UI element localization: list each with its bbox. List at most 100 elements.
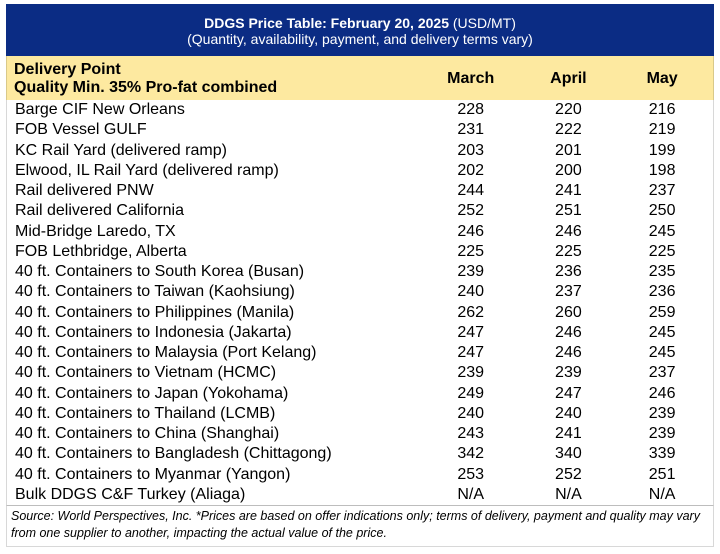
table-row: Barge CIF New Orleans 228 220 216 <box>7 100 713 120</box>
march-price-cell: 244 <box>457 182 485 200</box>
header-march: March <box>447 70 495 87</box>
march-price-cell: 247 <box>457 344 485 362</box>
march-price-cell: 262 <box>457 303 485 321</box>
header-april: April <box>550 70 587 87</box>
table-row: 40 ft. Containers to China (Shanghai) 243… <box>7 424 713 444</box>
march-price-cell: 243 <box>457 425 485 443</box>
march-price-cell: 202 <box>457 161 485 179</box>
table-row: 40 ft. Containers to Myanmar (Yangon) 253… <box>7 465 713 485</box>
march-price-cell: 252 <box>457 202 485 220</box>
april-price-cell: 340 <box>555 445 582 463</box>
delivery-point-header-line1: Delivery Point <box>14 61 121 78</box>
table-subtitle: (Quantity, availability, payment, and de… <box>187 31 533 47</box>
delivery-point-cell: Bulk DDGS C&F Turkey (Aliaga) <box>15 485 246 503</box>
table-row: Rail delivered PNW 244 241 237 <box>7 181 713 201</box>
table-row: 40 ft. Containers to Bangladesh (Chittag… <box>7 444 713 464</box>
delivery-point-cell: 40 ft. Containers to Vietnam (HCMC) <box>15 364 277 382</box>
may-price-cell: 237 <box>648 182 676 200</box>
table-title-bold: DDGS Price Table: February 20, 2025 <box>204 15 449 31</box>
april-price-cell: 236 <box>555 263 582 281</box>
april-price-cell: 200 <box>555 161 582 179</box>
april-price-cell: 241 <box>555 425 582 443</box>
delivery-point-cell: FOB Lethbridge, Alberta <box>15 242 187 260</box>
may-price-cell: 245 <box>648 222 676 240</box>
april-price-cell: 225 <box>555 242 582 260</box>
may-price-cell: 219 <box>648 121 676 139</box>
delivery-point-cell: Elwood, IL Rail Yard (delivered ramp) <box>15 161 279 179</box>
march-price-cell: 225 <box>457 242 485 260</box>
april-price-cell: 239 <box>555 364 582 382</box>
may-price-cell: 235 <box>648 263 676 281</box>
table-title-block: DDGS Price Table: February 20, 2025 (USD… <box>6 4 714 56</box>
april-price-cell: 220 <box>555 101 582 119</box>
table-row: 40 ft. Containers to Taiwan (Kaohsiung) 2… <box>7 282 713 302</box>
delivery-point-cell: 40 ft. Containers to Indonesia (Jakarta) <box>15 323 292 341</box>
march-price-cell: 246 <box>457 222 485 240</box>
table-row: Rail delivered California 252 251 250 <box>7 201 713 221</box>
delivery-point-cell: Rail delivered California <box>15 202 184 220</box>
table-row: Mid-Bridge Laredo, TX 246 246 245 <box>7 222 713 242</box>
table-title-unit: (USD/MT) <box>448 15 516 31</box>
table-row: 40 ft. Containers to South Korea (Busan)… <box>7 262 713 282</box>
may-price-cell: 250 <box>648 202 676 220</box>
may-price-cell: 237 <box>648 364 676 382</box>
delivery-point-cell: 40 ft. Containers to Malaysia (Port Kela… <box>15 344 317 362</box>
march-price-cell: 240 <box>457 283 485 301</box>
header-may: May <box>646 70 678 87</box>
april-price-cell: 251 <box>555 202 582 220</box>
source-footnote: Source: World Perspectives, Inc. *Prices… <box>6 505 714 547</box>
may-price-cell: 245 <box>648 344 676 362</box>
april-price-cell: 260 <box>555 303 582 321</box>
delivery-point-cell: 40 ft. Containers to Thailand (LCMB) <box>15 404 276 422</box>
march-price-cell: 247 <box>457 323 485 341</box>
may-price-cell: 339 <box>648 445 676 463</box>
april-price-cell: 241 <box>555 182 582 200</box>
may-price-cell: 225 <box>648 242 676 260</box>
march-price-cell: 228 <box>457 101 485 119</box>
march-price-cell: 231 <box>457 121 485 139</box>
march-price-cell: 249 <box>457 384 485 402</box>
may-price-cell: 239 <box>648 425 676 443</box>
may-price-cell: 245 <box>648 323 676 341</box>
may-price-cell: 198 <box>648 161 676 179</box>
march-price-cell: 240 <box>457 404 485 422</box>
table-row: 40 ft. Containers to Vietnam (HCMC) 239 23… <box>7 363 713 383</box>
table-body: Barge CIF New Orleans 228 220 216 FOB Vessel… <box>6 100 714 505</box>
march-price-cell: 239 <box>457 263 485 281</box>
delivery-point-cell: 40 ft. Containers to China (Shanghai) <box>15 425 280 443</box>
may-price-cell: 216 <box>648 101 676 119</box>
may-price-cell: 259 <box>648 303 676 321</box>
may-price-cell: 246 <box>648 384 676 402</box>
april-price-cell: 237 <box>555 283 582 301</box>
delivery-point-cell: 40 ft. Containers to South Korea (Busan) <box>15 263 305 281</box>
table-row: 40 ft. Containers to Philippines (Manila… <box>7 303 713 323</box>
delivery-point-cell: 40 ft. Containers to Japan (Yokohama) <box>15 384 289 402</box>
april-price-cell: 246 <box>555 344 582 362</box>
table-row: 40 ft. Containers to Indonesia (Jakarta)… <box>7 323 713 343</box>
delivery-point-header-line2: Quality Min. 35% Pro-fat combined <box>14 79 278 96</box>
delivery-point-cell: 40 ft. Containers to Philippines (Manila… <box>15 303 295 321</box>
april-price-cell: 246 <box>555 222 582 240</box>
may-price-cell: 236 <box>648 283 676 301</box>
march-price-cell: 253 <box>457 465 485 483</box>
delivery-point-cell: 40 ft. Containers to Myanmar (Yangon) <box>15 465 291 483</box>
delivery-point-cell: FOB Vessel GULF <box>15 121 147 139</box>
price-table: DDGS Price Table: February 20, 2025 (USD… <box>6 4 714 547</box>
april-price-cell: N/A <box>555 485 582 503</box>
april-price-cell: 247 <box>555 384 582 402</box>
march-price-cell: 203 <box>457 141 485 159</box>
may-price-cell: 239 <box>648 404 676 422</box>
table-row: 40 ft. Containers to Japan (Yokohama) 249… <box>7 384 713 404</box>
table-row: FOB Lethbridge, Alberta 225 225 225 <box>7 242 713 262</box>
table-row: 40 ft. Containers to Thailand (LCMB) 240 2… <box>7 404 713 424</box>
delivery-point-cell: Barge CIF New Orleans <box>15 101 185 119</box>
may-price-cell: 199 <box>648 141 676 159</box>
table-row: Bulk DDGS C&F Turkey (Aliaga) N/A N/A N/A <box>7 485 713 505</box>
column-header-row: Delivery Point Quality Min. 35% Pro-fat … <box>6 56 714 100</box>
april-price-cell: 240 <box>555 404 582 422</box>
delivery-point-cell: Mid-Bridge Laredo, TX <box>15 222 176 240</box>
delivery-point-cell: Rail delivered PNW <box>15 182 154 200</box>
may-price-cell: 251 <box>648 465 676 483</box>
april-price-cell: 246 <box>555 323 582 341</box>
delivery-point-cell: KC Rail Yard (delivered ramp) <box>15 141 227 159</box>
